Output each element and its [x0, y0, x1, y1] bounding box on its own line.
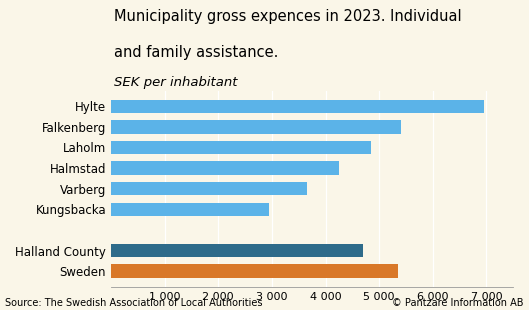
Bar [111, 100, 484, 113]
Bar [111, 141, 371, 154]
Text: Municipality gross expences in 2023. Individual: Municipality gross expences in 2023. Ind… [114, 9, 461, 24]
Bar [111, 203, 269, 216]
Bar [111, 162, 339, 175]
Text: SEK per inhabitant: SEK per inhabitant [114, 76, 237, 89]
Bar [111, 182, 307, 195]
Bar [111, 244, 363, 257]
Bar [111, 264, 398, 278]
Text: and family assistance.: and family assistance. [114, 45, 278, 60]
Bar [111, 120, 400, 134]
Text: Source: The Swedish Association of Local Authorities: Source: The Swedish Association of Local… [5, 299, 263, 308]
Text: © Pantzare Information AB: © Pantzare Information AB [392, 299, 524, 308]
